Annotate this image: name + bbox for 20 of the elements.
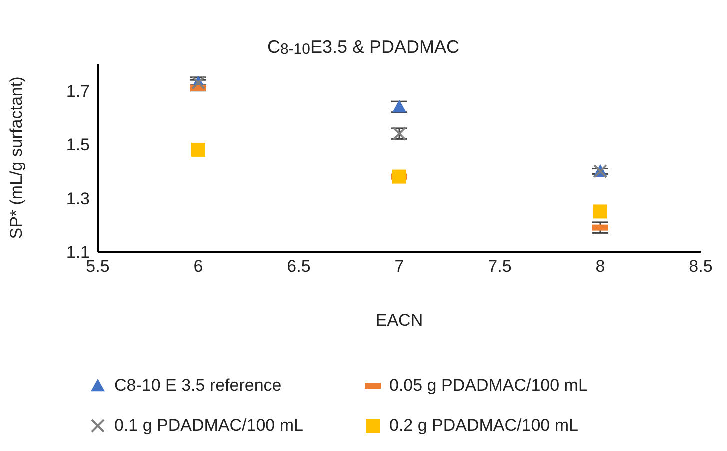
x-tick-label: 7.5 <box>488 257 512 276</box>
x-tick-label: 8 <box>596 257 606 276</box>
y-tick-label: 1.7 <box>66 82 90 101</box>
point <box>392 170 406 184</box>
legend-label: 0.2 g PDADMAC/100 mL <box>390 416 578 436</box>
x-tick-label: 6 <box>194 257 204 276</box>
x-tick-label: 5.5 <box>86 257 110 276</box>
chart-title: C$_{8-10}$E3.5 & PDADMAC <box>266 36 461 58</box>
point <box>192 142 206 157</box>
point <box>594 204 608 219</box>
x-axis-title: EACN <box>376 311 424 330</box>
x-tick-label: 8.5 <box>689 257 713 276</box>
x-tick-label: 6.5 <box>287 257 311 276</box>
legend-label: 0.1 g PDADMAC/100 mL <box>114 416 304 436</box>
y-tick-label: 1.3 <box>66 189 90 208</box>
legend-label: C8-10 E 3.5 reference <box>114 376 282 396</box>
x-tick-label: 7 <box>394 257 404 276</box>
y-axis-title: SP* (mL/g surfactant) <box>7 76 26 240</box>
legend-label: 0.05 g PDADMAC/100 mL <box>390 376 588 396</box>
y-tick-label: 1.5 <box>66 136 90 155</box>
